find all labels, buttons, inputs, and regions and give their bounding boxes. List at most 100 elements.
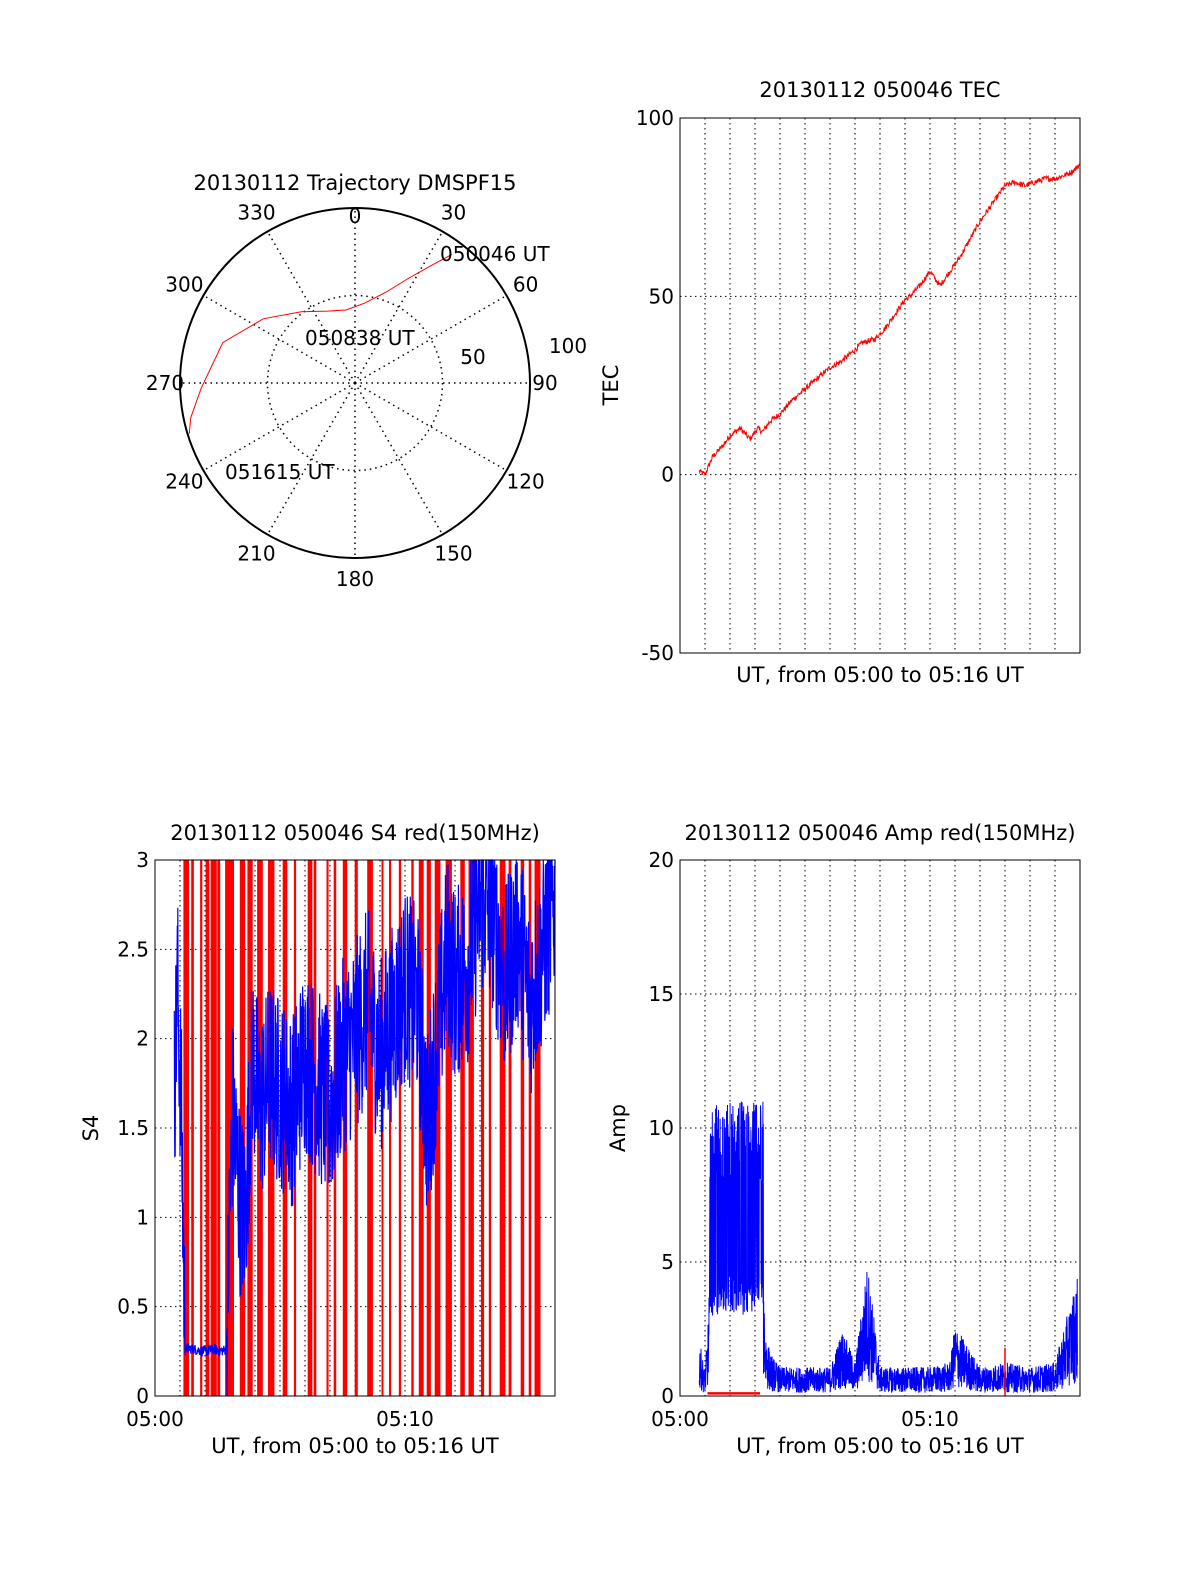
x-tick-label: 05:00: [126, 1407, 184, 1431]
x-tick-label: 05:10: [376, 1407, 434, 1431]
s4-red-spike: [183, 860, 189, 1396]
s4-red-spike: [508, 860, 512, 1396]
y-tick-label: 2.5: [117, 937, 149, 961]
s4-y-axis-label: S4: [79, 1115, 103, 1142]
y-tick-label: 15: [649, 982, 674, 1006]
y-tick-label: 10: [649, 1116, 674, 1140]
y-tick-label: 0.5: [117, 1295, 149, 1319]
y-tick-label: 3: [136, 848, 149, 872]
amp-series: [698, 1101, 1078, 1396]
track-mid-label: 050838 UT: [305, 326, 415, 350]
tec-line: [698, 162, 1081, 476]
amp-title: 20130112 050046 Amp red(150MHz): [684, 821, 1075, 845]
y-tick-label: 2: [136, 1027, 149, 1051]
y-tick-label: 5: [661, 1250, 674, 1274]
tec-y-axis-label: TEC: [599, 365, 623, 407]
s4-plot-frame: [154, 859, 556, 1397]
s4-red-spike: [398, 860, 402, 1396]
y-tick-label: 0: [661, 1384, 674, 1408]
s4-red-spike: [225, 860, 230, 1396]
azimuth-label: 210: [237, 542, 275, 566]
azimuth-label: 120: [507, 470, 545, 494]
amp-grid: [680, 860, 1080, 1396]
tec-y-tick-labels: -50 0 50 100: [636, 106, 674, 665]
azimuth-label: 180: [336, 567, 374, 591]
s4-red-spike: [488, 860, 492, 1396]
amp-panel: 20130112 050046 Amp red(150MHz) 0 5 10 15 20…: [606, 821, 1081, 1458]
s4-red-spike: [210, 860, 217, 1396]
polar-grid-ring: [266, 294, 444, 472]
amp-plot-frame: [679, 859, 1081, 1397]
polar-spoke: [203, 382, 356, 472]
trajectory-panel: 20130112 Trajectory DMSPF15 0 30 60 90 120 15…: [146, 171, 587, 591]
y-tick-label: 50: [649, 284, 674, 308]
satellite-track: [188, 253, 453, 434]
s4-red-spike: [268, 860, 275, 1396]
s4-title: 20130112 050046 S4 red(150MHz): [170, 821, 540, 845]
polar-spoke: [354, 382, 444, 535]
s4-series: [173, 859, 556, 1397]
azimuth-label: 270: [146, 371, 184, 395]
tec-title: 20130112 050046 TEC: [759, 78, 1000, 102]
s4-panel: 20130112 050046 S4 red(150MHz) 0 0.5 1 1.5 2…: [79, 821, 556, 1458]
y-tick-label: 100: [636, 106, 674, 130]
azimuth-label: 330: [237, 200, 275, 224]
radial-label-50: 50: [460, 345, 485, 369]
polar-spoke: [354, 382, 507, 472]
amp-x-axis-label: UT, from 05:00 to 05:16 UT: [736, 1434, 1024, 1458]
azimuth-label: 90: [532, 371, 557, 395]
track-start-label: 050046 UT: [440, 242, 550, 266]
s4-y-tick-labels: 0 0.5 1 1.5 2 2.5 3: [117, 848, 149, 1408]
amp-blue-line: [698, 1101, 1078, 1394]
polar-outer-ring: [179, 207, 531, 559]
amp-x-tick-labels: 05:00 05:10: [651, 1407, 959, 1431]
amp-y-axis-label: Amp: [606, 1104, 630, 1152]
azimuth-label: 300: [165, 273, 203, 297]
x-tick-label: 05:00: [651, 1407, 709, 1431]
azimuth-label: 240: [165, 470, 203, 494]
s4-red-spike: [389, 860, 392, 1396]
track-end-label: 051615 UT: [225, 460, 335, 484]
y-tick-label: 1: [136, 1205, 149, 1229]
azimuth-label: 0: [349, 204, 362, 228]
radial-label-100: 100: [549, 334, 587, 358]
y-tick-label: 1.5: [117, 1116, 149, 1140]
s4-red-spike: [460, 860, 465, 1396]
amp-y-tick-labels: 0 5 10 15 20: [649, 848, 674, 1408]
x-tick-label: 05:10: [901, 1407, 959, 1431]
azimuth-label: 150: [434, 542, 472, 566]
s4-red-spike: [411, 860, 414, 1396]
s4-red-spike: [445, 860, 452, 1396]
s4-x-tick-labels: 05:00 05:10: [126, 1407, 434, 1431]
s4-x-axis-label: UT, from 05:00 to 05:16 UT: [211, 1434, 499, 1458]
polar-spoke: [266, 231, 356, 384]
azimuth-label: 30: [441, 200, 466, 224]
s4-red-spike: [217, 860, 221, 1396]
y-tick-label: -50: [641, 641, 674, 665]
s4-red-spike: [205, 860, 210, 1396]
s4-red-spike: [191, 860, 194, 1396]
tec-panel: 20130112 050046 TEC -50 0 50 100 TEC UT, fr…: [599, 78, 1081, 687]
s4-red-spike: [528, 860, 532, 1396]
azimuth-label: 60: [513, 273, 538, 297]
tec-grid: [680, 118, 1080, 653]
y-tick-label: 20: [649, 848, 674, 872]
tec-plot-frame: [679, 117, 1081, 654]
tec-series: [698, 162, 1081, 476]
s4-red-spike: [480, 860, 485, 1396]
y-tick-label: 0: [661, 463, 674, 487]
s4-red-spike: [520, 860, 525, 1396]
s4-red-spike: [434, 860, 441, 1396]
s4-red-spike: [200, 860, 203, 1396]
polar-grid: [180, 208, 530, 558]
tec-x-axis-label: UT, from 05:00 to 05:16 UT: [736, 663, 1024, 687]
azimuth-labels: 0 30 60 90 120 150 180 210 240 270 300 330: [146, 200, 558, 591]
trajectory-title: 20130112 Trajectory DMSPF15: [193, 171, 516, 195]
s4-red-spike: [468, 860, 474, 1396]
polar-spoke: [266, 382, 356, 535]
s4-red-spike: [354, 860, 358, 1396]
s4-red-spike: [367, 860, 373, 1396]
s4-red-spike: [534, 860, 541, 1396]
s4-red-spike: [499, 860, 506, 1396]
